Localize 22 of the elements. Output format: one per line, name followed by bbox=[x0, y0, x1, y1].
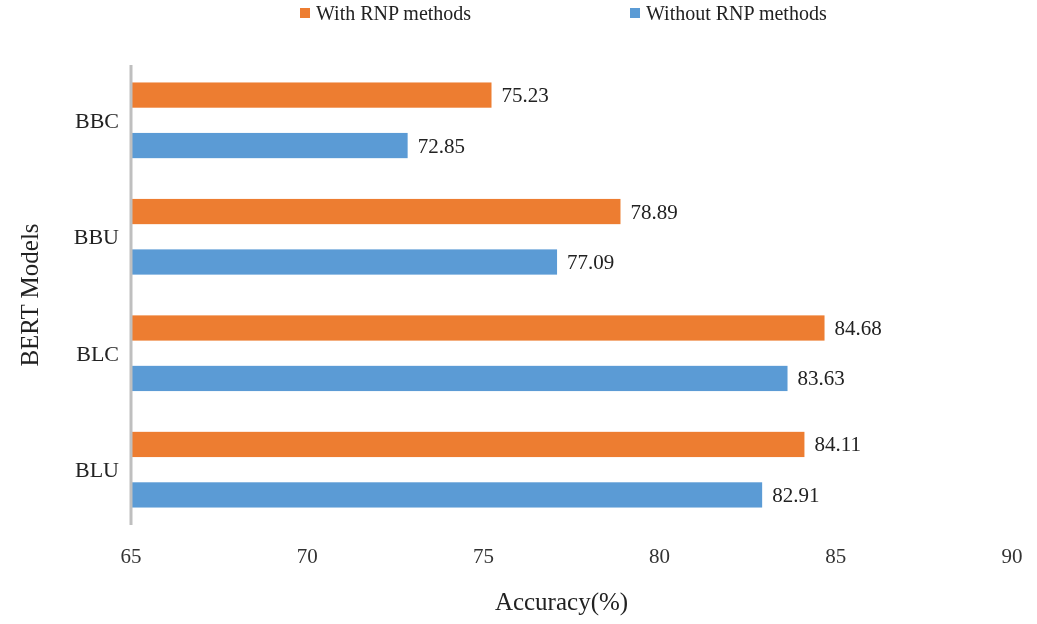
data-label: 72.85 bbox=[417, 133, 465, 158]
x-tick-label: 65 bbox=[120, 544, 142, 568]
data-label: 78.89 bbox=[630, 199, 678, 224]
data-label: 77.09 bbox=[567, 250, 615, 274]
data-label: 82.91 bbox=[772, 482, 820, 507]
data-label: 84.68 bbox=[834, 316, 882, 340]
data-label: 83.63 bbox=[797, 366, 845, 391]
x-tick-label: 85 bbox=[825, 544, 847, 568]
x-tick-label: 70 bbox=[296, 544, 318, 568]
x-tick-label: 90 bbox=[1001, 544, 1023, 568]
x-axis-title: Accuracy(%) bbox=[494, 588, 629, 616]
y-axis-title: BERT Models bbox=[16, 223, 43, 367]
legend-label: Without RNP methods bbox=[646, 2, 827, 24]
data-label: 75.23 bbox=[501, 83, 549, 108]
legend-label: With RNP methods bbox=[316, 2, 472, 24]
y-tick-label: BBU bbox=[73, 224, 120, 250]
x-tick-label: 75 bbox=[472, 544, 494, 568]
data-label: 84.11 bbox=[814, 432, 861, 457]
y-tick-label: BBC bbox=[74, 107, 119, 133]
x-tick-label: 80 bbox=[649, 544, 671, 568]
y-tick-label: BLC bbox=[76, 340, 119, 366]
y-tick-label: BLU bbox=[75, 457, 120, 483]
